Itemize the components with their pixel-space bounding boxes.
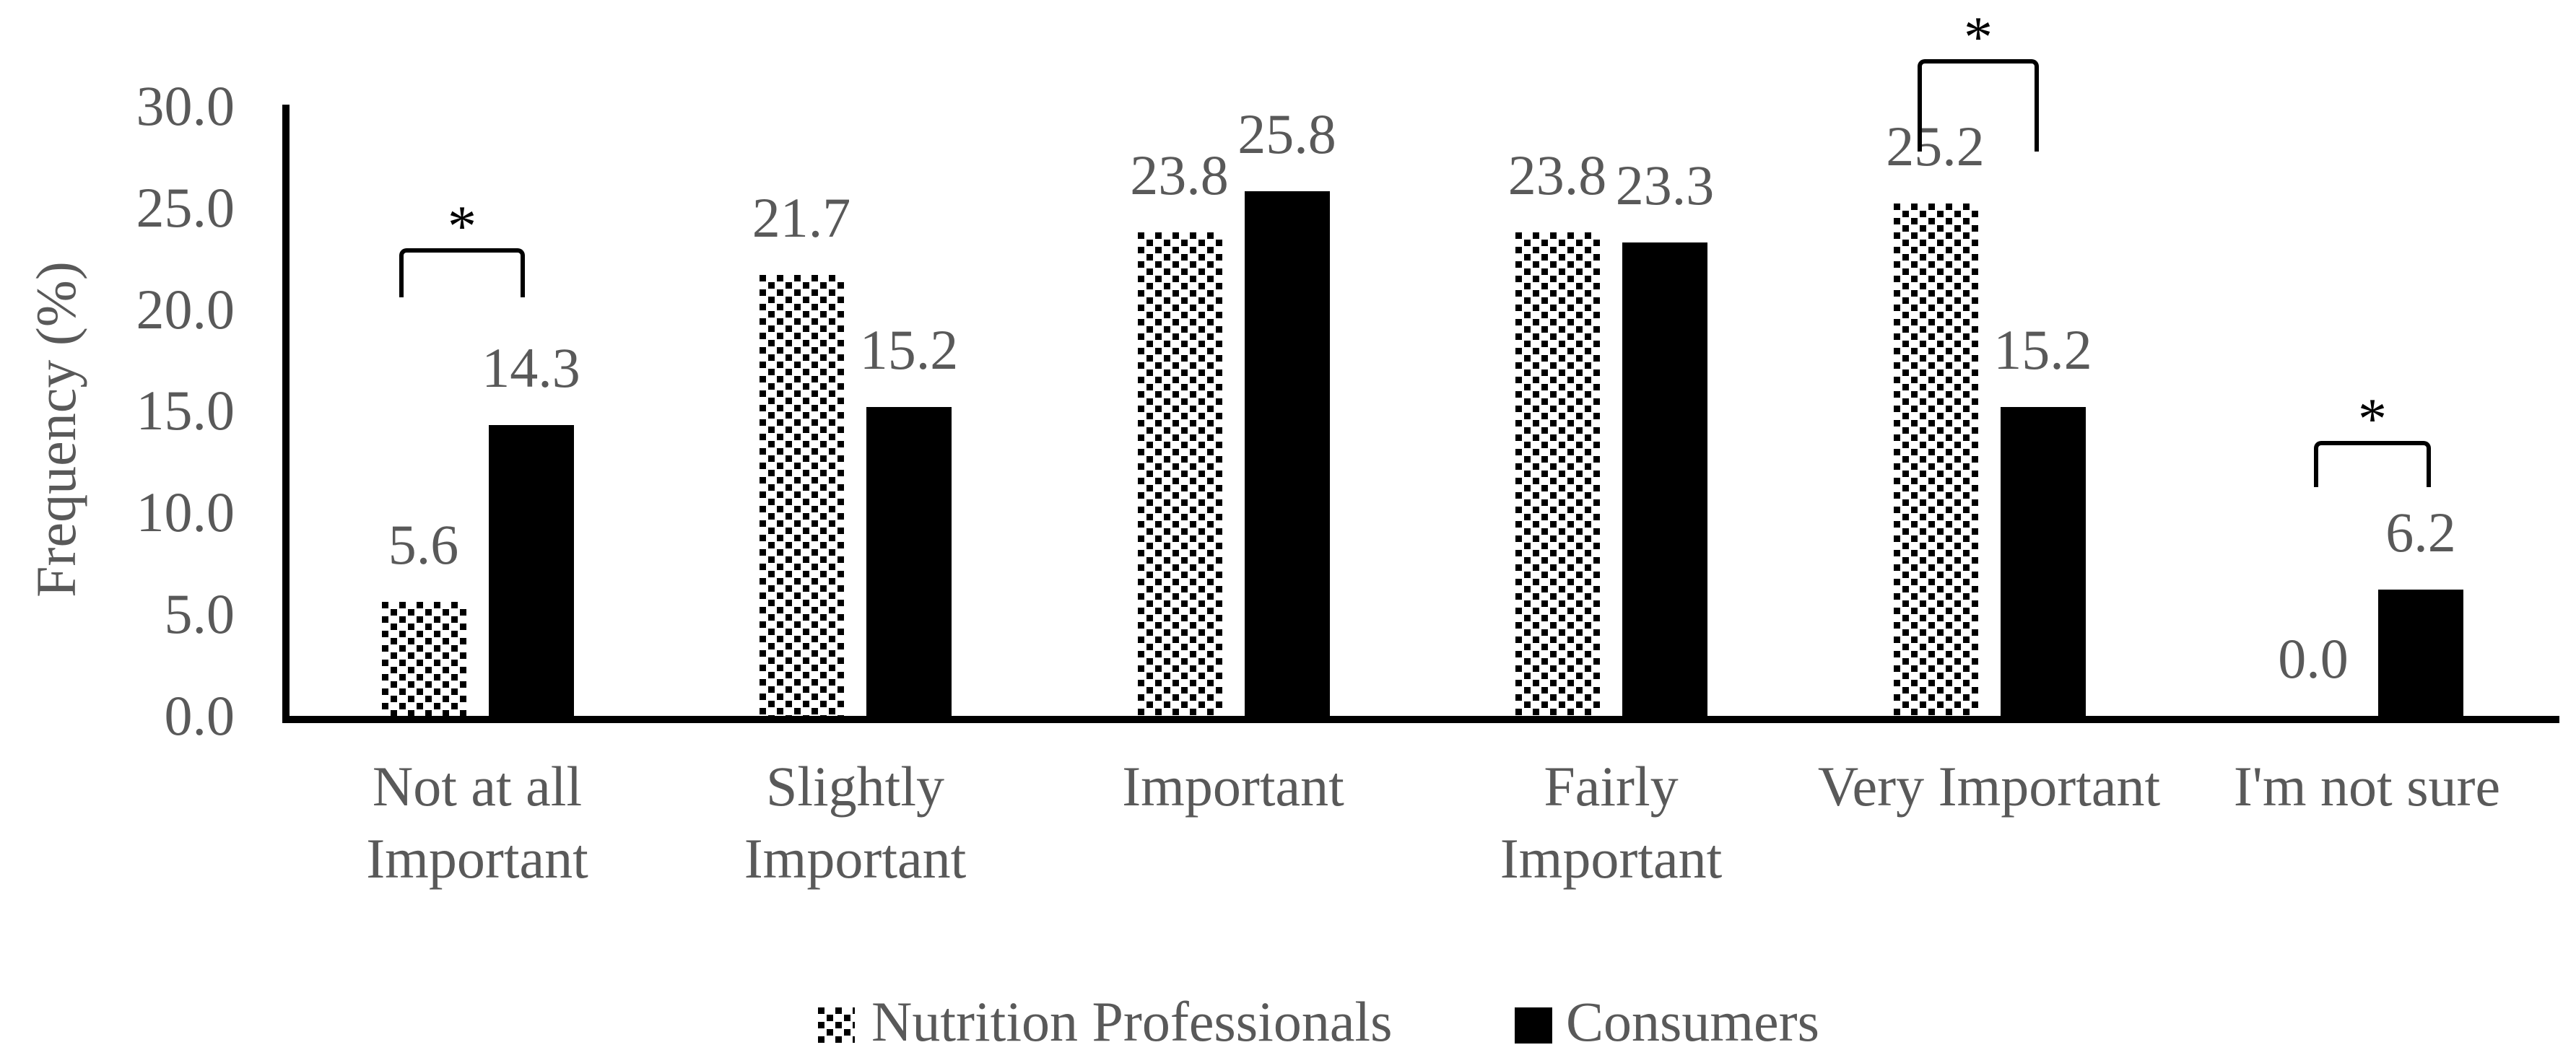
bar-consumers-fairly-important <box>1622 242 1707 716</box>
bar-nutrition-professionals-not-at-all-important <box>380 602 466 716</box>
x-category-label-very-important: Very Important <box>1765 751 2213 823</box>
x-category-label-line: Slightly <box>765 755 945 818</box>
bar-nutrition-professionals-very-important <box>1892 204 1978 716</box>
significance-bracket-not-at-all-important <box>399 248 525 297</box>
value-label-consumers-i-m-not-sure: 6.2 <box>2385 501 2456 564</box>
x-category-label-line: I'm not sure <box>2233 755 2501 818</box>
significance-asterisk-not-at-all-important: * <box>448 195 477 258</box>
x-category-label-fairly-important: Fairly Important <box>1388 751 1835 895</box>
bar-consumers-very-important <box>2000 407 2086 716</box>
significance-bracket-i-m-not-sure <box>2314 441 2431 487</box>
y-tick-label-25.0: 25.0 <box>136 175 235 239</box>
value-label-nutrition-professionals-important: 23.8 <box>1130 144 1229 206</box>
x-category-label-line: Important <box>744 827 967 890</box>
bar-consumers-slightly-important <box>866 407 952 716</box>
value-label-nutrition-professionals-not-at-all-important: 5.6 <box>388 513 459 576</box>
x-axis-line <box>282 716 2559 723</box>
value-label-consumers-fairly-important: 23.3 <box>1615 154 1715 216</box>
value-label-consumers-important: 25.8 <box>1237 102 1336 165</box>
y-tick-label-20.0: 20.0 <box>136 277 235 341</box>
significance-bracket-very-important <box>1918 59 2039 152</box>
legend-swatch-nutrition-professionals <box>817 1007 855 1044</box>
significance-asterisk-very-important: * <box>1964 6 1993 69</box>
x-category-label-slightly-important: Slightly Important <box>632 751 1079 895</box>
y-tick-label-5.0: 5.0 <box>164 582 235 646</box>
y-tick-label-0.0: 0.0 <box>164 684 235 747</box>
bar-consumers-important <box>1244 191 1330 716</box>
y-tick-label-15.0: 15.0 <box>136 379 235 442</box>
bar-consumers-i-m-not-sure <box>2378 590 2463 716</box>
x-category-label-important: Important <box>1009 751 1457 823</box>
x-category-label-line: Important <box>366 827 588 890</box>
x-category-label-line: Fairly <box>1544 755 1679 818</box>
y-tick-label-10.0: 10.0 <box>136 481 235 544</box>
legend-label-nutrition-professionals: Nutrition Professionals <box>871 990 1393 1053</box>
legend-swatch-consumers <box>1515 1007 1552 1044</box>
significance-asterisk-i-m-not-sure: * <box>2358 388 2387 451</box>
x-category-label-line: Important <box>1122 755 1344 818</box>
x-category-label-line: Very Important <box>1817 755 2161 818</box>
x-category-label-line: Not at all <box>372 755 583 818</box>
value-label-consumers-very-important: 15.2 <box>1993 318 2092 381</box>
bar-consumers-not-at-all-important <box>488 425 574 716</box>
bar-nutrition-professionals-important <box>1136 232 1222 716</box>
value-label-nutrition-professionals-very-important: 25.2 <box>1886 115 1985 178</box>
value-label-consumers-slightly-important: 15.2 <box>859 318 959 381</box>
value-label-nutrition-professionals-i-m-not-sure: 0.0 <box>2278 627 2349 690</box>
value-label-consumers-not-at-all-important: 14.3 <box>482 336 580 399</box>
y-axis-line <box>282 105 290 723</box>
x-category-label-i-m-not-sure: I'm not sure <box>2144 751 2576 823</box>
bar-nutrition-professionals-slightly-important <box>759 275 844 716</box>
x-category-label-line: Important <box>1500 827 1723 890</box>
x-category-label-not-at-all-important: Not at all Important <box>253 751 701 895</box>
y-tick-label-30.0: 30.0 <box>136 74 235 137</box>
legend-label-consumers: Consumers <box>1566 990 1819 1053</box>
value-label-nutrition-professionals-fairly-important: 23.8 <box>1507 144 1607 206</box>
value-label-nutrition-professionals-slightly-important: 21.7 <box>752 186 851 249</box>
bar-nutrition-professionals-fairly-important <box>1515 232 1600 716</box>
